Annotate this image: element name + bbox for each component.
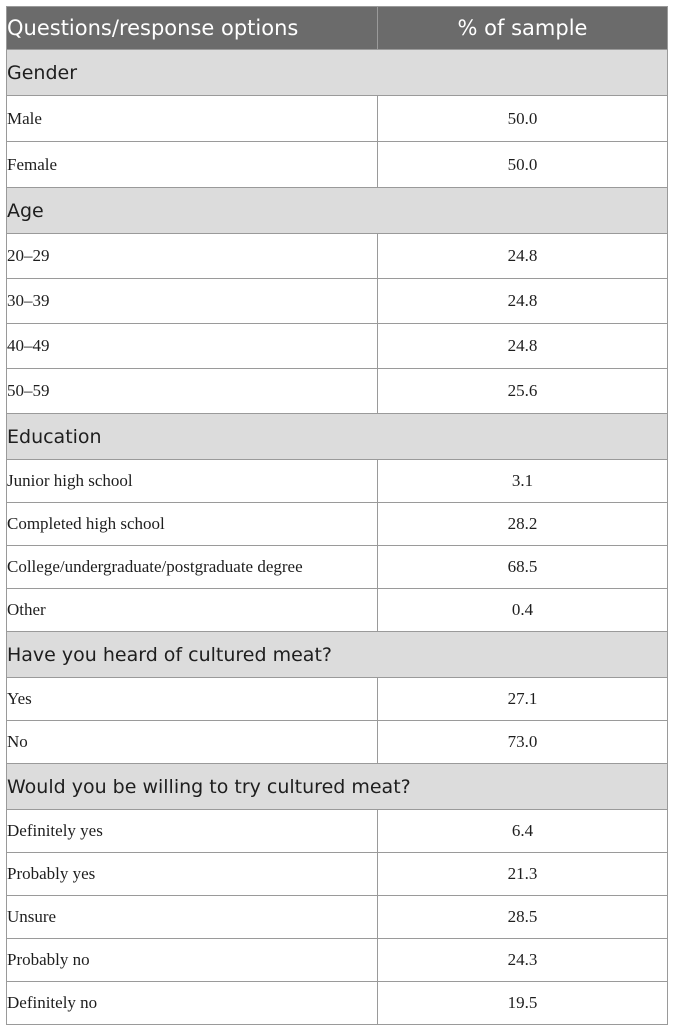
- table-row: Probably no 24.3: [6, 938, 668, 982]
- row-label: Definitely yes: [6, 809, 378, 853]
- table-row: 30–39 24.8: [6, 278, 668, 324]
- row-label: 20–29: [6, 233, 378, 279]
- section-title-heard-of-cultured-meat: Have you heard of cultured meat?: [6, 631, 668, 678]
- table-row: 40–49 24.8: [6, 323, 668, 369]
- table-row: Definitely yes 6.4: [6, 809, 668, 853]
- row-value: 24.8: [377, 323, 668, 369]
- row-label: 40–49: [6, 323, 378, 369]
- column-header-questions: Questions/response options: [6, 6, 378, 50]
- row-value: 21.3: [377, 852, 668, 896]
- row-label: Unsure: [6, 895, 378, 939]
- row-label: Female: [6, 141, 378, 188]
- row-label: No: [6, 720, 378, 764]
- row-value: 28.5: [377, 895, 668, 939]
- table-row: Probably yes 21.3: [6, 852, 668, 896]
- row-value: 73.0: [377, 720, 668, 764]
- row-label: Junior high school: [6, 459, 378, 503]
- row-value: 68.5: [377, 545, 668, 589]
- section-title-age: Age: [6, 187, 668, 234]
- row-label: Completed high school: [6, 502, 378, 546]
- table-header-row: Questions/response options % of sample: [6, 6, 668, 50]
- row-label: Other: [6, 588, 378, 632]
- row-value: 19.5: [377, 981, 668, 1025]
- section-row: Gender: [6, 49, 668, 96]
- table-row: Definitely no 19.5: [6, 981, 668, 1025]
- row-value: 24.8: [377, 278, 668, 324]
- survey-table: Questions/response options % of sample G…: [6, 6, 668, 1025]
- row-value: 24.8: [377, 233, 668, 279]
- row-label: Yes: [6, 677, 378, 721]
- row-value: 3.1: [377, 459, 668, 503]
- section-title-gender: Gender: [6, 49, 668, 96]
- row-value: 50.0: [377, 141, 668, 188]
- table-row: 20–29 24.8: [6, 233, 668, 279]
- row-value: 50.0: [377, 95, 668, 142]
- section-row: Age: [6, 187, 668, 234]
- table-row: Junior high school 3.1: [6, 459, 668, 503]
- section-title-education: Education: [6, 413, 668, 460]
- row-value: 25.6: [377, 368, 668, 414]
- row-label: 30–39: [6, 278, 378, 324]
- table-row: 50–59 25.6: [6, 368, 668, 414]
- row-label: 50–59: [6, 368, 378, 414]
- table-row: Unsure 28.5: [6, 895, 668, 939]
- row-value: 27.1: [377, 677, 668, 721]
- row-value: 0.4: [377, 588, 668, 632]
- section-title-willing-to-try: Would you be willing to try cultured mea…: [6, 763, 668, 810]
- column-header-percent: % of sample: [377, 6, 668, 50]
- section-row: Have you heard of cultured meat?: [6, 631, 668, 678]
- section-row: Education: [6, 413, 668, 460]
- table-row: Male 50.0: [6, 95, 668, 142]
- row-value: 24.3: [377, 938, 668, 982]
- row-label: Definitely no: [6, 981, 378, 1025]
- table-row: Completed high school 28.2: [6, 502, 668, 546]
- table-row: College/undergraduate/postgraduate degre…: [6, 545, 668, 589]
- table-row: Yes 27.1: [6, 677, 668, 721]
- row-label: College/undergraduate/postgraduate degre…: [6, 545, 378, 589]
- row-value: 6.4: [377, 809, 668, 853]
- section-row: Would you be willing to try cultured mea…: [6, 763, 668, 810]
- table-row: No 73.0: [6, 720, 668, 764]
- row-value: 28.2: [377, 502, 668, 546]
- row-label: Male: [6, 95, 378, 142]
- row-label: Probably yes: [6, 852, 378, 896]
- row-label: Probably no: [6, 938, 378, 982]
- table-row: Other 0.4: [6, 588, 668, 632]
- table-row: Female 50.0: [6, 141, 668, 188]
